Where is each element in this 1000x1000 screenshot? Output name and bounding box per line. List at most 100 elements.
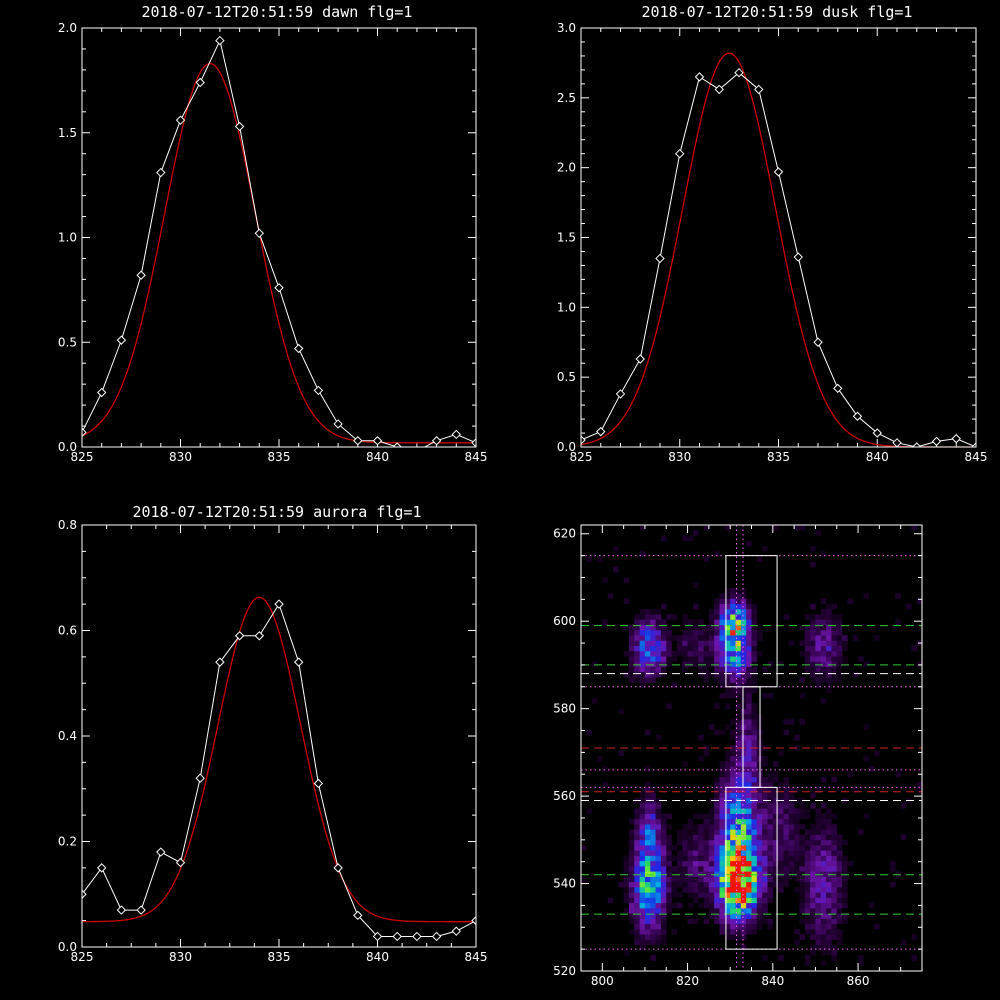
heatmap-cell bbox=[692, 603, 699, 610]
heatmap-cell bbox=[772, 808, 779, 814]
heatmap-cell bbox=[810, 650, 816, 657]
heatmap-cell bbox=[847, 598, 854, 605]
heatmap-cell bbox=[692, 824, 699, 830]
heatmap-cell bbox=[703, 871, 710, 877]
heatmap-cell bbox=[831, 897, 838, 904]
dusk-data-point bbox=[596, 426, 606, 437]
heatmap-cell bbox=[650, 918, 656, 925]
heatmap-cell bbox=[719, 918, 726, 925]
heatmap-cell bbox=[820, 608, 827, 615]
aurora-data-point bbox=[175, 857, 186, 868]
heatmap-cell bbox=[804, 955, 811, 961]
heatmap-cell bbox=[842, 656, 848, 662]
heatmap-cell bbox=[746, 897, 752, 904]
heatmap-cell bbox=[698, 855, 704, 862]
heatmap-cell bbox=[810, 918, 816, 925]
heatmap-cell bbox=[820, 839, 827, 846]
heatmap-cell bbox=[682, 845, 688, 851]
heatmap-cell bbox=[810, 640, 816, 646]
dawn-data-point bbox=[451, 429, 462, 440]
heatmap-cell bbox=[895, 871, 901, 877]
heatmap-cell bbox=[676, 860, 683, 867]
heatmap-cell bbox=[714, 656, 720, 662]
heatmap-cell bbox=[820, 834, 827, 841]
heatmap-cell bbox=[751, 740, 758, 746]
heatmap-cell bbox=[714, 850, 720, 856]
heatmap-cell bbox=[847, 860, 854, 867]
heatmap-cell bbox=[751, 866, 758, 872]
heatmap-cell bbox=[746, 624, 752, 631]
heatmap-cell bbox=[836, 860, 843, 867]
heatmap-cell bbox=[804, 897, 811, 904]
heatmap-cell bbox=[698, 734, 704, 741]
heatmap-cell bbox=[628, 645, 635, 652]
heatmap-cell bbox=[719, 803, 726, 809]
heatmap-cell bbox=[740, 944, 747, 951]
heatmap-cell bbox=[810, 860, 816, 867]
heatmap-cell bbox=[724, 624, 731, 631]
heatmap-cell bbox=[783, 871, 790, 877]
heatmap-cell bbox=[639, 845, 646, 851]
heatmap-cell bbox=[799, 803, 806, 809]
heatmap-cell bbox=[735, 782, 742, 788]
heatmap-cell bbox=[810, 950, 816, 956]
heatmap-cell bbox=[788, 719, 795, 725]
heatmap-cell bbox=[751, 845, 758, 851]
heatmap-cell bbox=[740, 771, 747, 778]
heatmap-cell bbox=[783, 829, 790, 835]
heatmap-cell bbox=[799, 808, 806, 814]
heatmap-cell bbox=[676, 640, 683, 646]
heatmap-cell bbox=[772, 776, 779, 783]
heatmap-cell bbox=[804, 866, 811, 872]
heatmap-cell bbox=[815, 913, 822, 919]
heatmap-cell bbox=[842, 661, 848, 667]
heatmap-cell bbox=[639, 645, 646, 652]
heatmap-cell bbox=[634, 839, 640, 846]
heatmap-cell bbox=[682, 824, 688, 830]
heatmap-cell bbox=[815, 871, 822, 877]
heatmap-cell bbox=[666, 871, 672, 877]
heatmap-cell bbox=[735, 656, 742, 662]
dawn-panel-title: 2018-07-12T20:51:59 dawn flg=1 bbox=[142, 3, 413, 21]
heatmap-cell bbox=[724, 918, 731, 925]
heatmap-cell bbox=[836, 671, 843, 678]
heatmap-cell bbox=[815, 934, 822, 940]
image-xtick-label: 840 bbox=[761, 974, 784, 988]
heatmap-cell bbox=[804, 808, 811, 814]
heatmap-cell bbox=[692, 624, 699, 631]
heatmap-cell bbox=[788, 866, 795, 872]
heatmap-cell bbox=[655, 671, 662, 678]
heatmap-cell bbox=[634, 818, 640, 825]
heatmap-cell bbox=[639, 934, 646, 940]
heatmap-cell bbox=[692, 892, 699, 898]
heatmap-cell bbox=[714, 645, 720, 652]
image-ytick-label: 580 bbox=[553, 702, 576, 716]
heatmap-cell bbox=[751, 703, 758, 709]
heatmap-cell bbox=[724, 803, 731, 809]
heatmap-cell bbox=[634, 939, 640, 946]
heatmap-cell bbox=[666, 908, 672, 914]
heatmap-cell bbox=[735, 666, 742, 673]
heatmap-cell bbox=[751, 708, 758, 715]
heatmap-cell bbox=[655, 918, 662, 925]
heatmap-cell bbox=[815, 897, 822, 904]
heatmap-cell bbox=[724, 525, 731, 531]
heatmap-cell bbox=[676, 881, 683, 888]
heatmap-cell bbox=[794, 887, 800, 893]
heatmap-cell bbox=[724, 677, 731, 683]
heatmap-cell bbox=[762, 850, 768, 856]
heatmap-cell bbox=[698, 892, 704, 898]
aurora-data-point bbox=[431, 931, 442, 942]
heatmap-cell bbox=[794, 824, 800, 830]
heatmap-cell bbox=[724, 908, 731, 914]
heatmap-cell bbox=[655, 734, 662, 741]
heatmap-cell bbox=[708, 650, 715, 657]
heatmap-cell bbox=[820, 650, 827, 657]
heatmap-cell bbox=[628, 908, 635, 914]
heatmap-cell bbox=[639, 551, 646, 557]
heatmap-cell bbox=[794, 734, 800, 741]
heatmap-cell bbox=[772, 876, 779, 883]
heatmap-cell bbox=[746, 803, 752, 809]
integration-box bbox=[742, 686, 761, 788]
heatmap-cell bbox=[692, 829, 699, 835]
